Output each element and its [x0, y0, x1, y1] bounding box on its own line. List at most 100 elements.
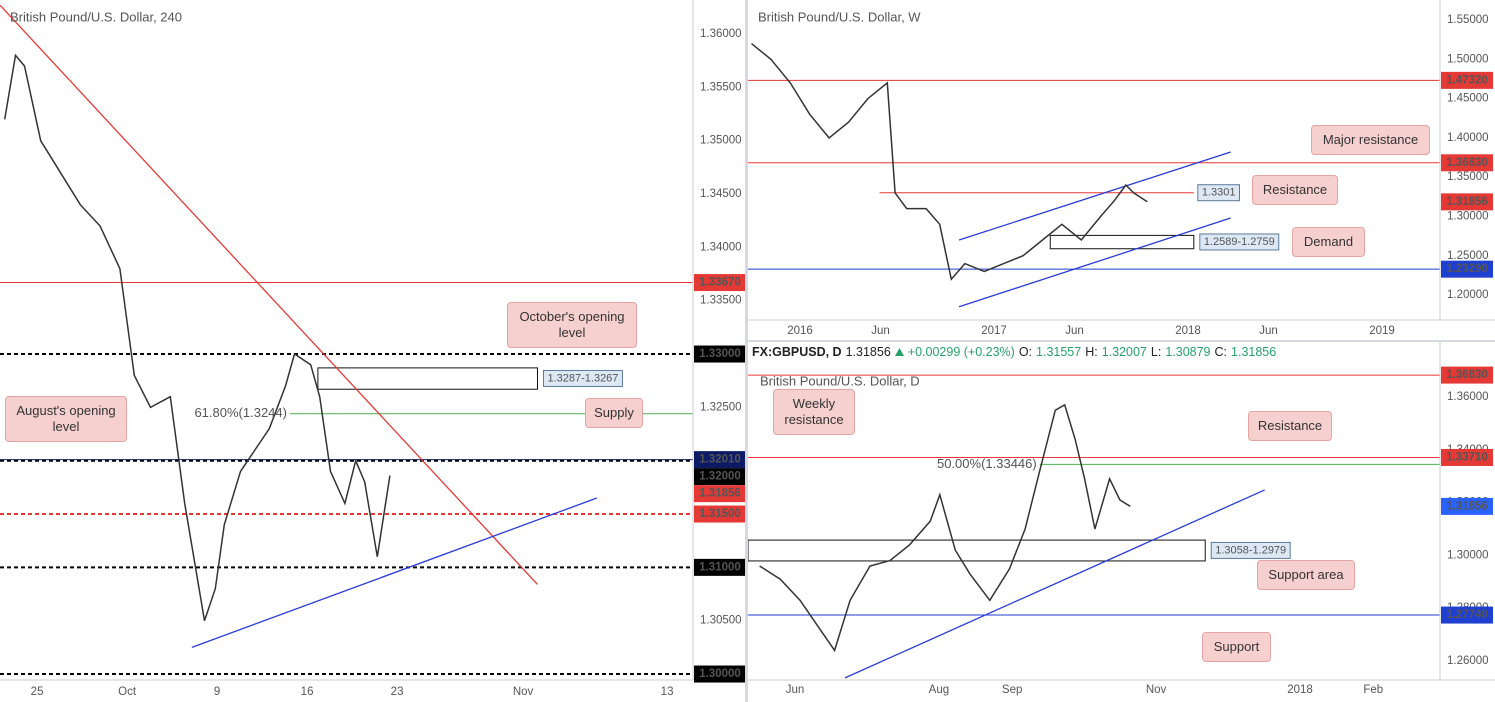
symbol: FX:GBPUSD, D [752, 345, 842, 359]
y-tick-label: 1.30000 [1447, 210, 1489, 222]
price-label-box [1441, 497, 1493, 515]
price-label: 1.30000 [699, 668, 741, 680]
level-tag: 61.80%(1.3244) [194, 405, 287, 420]
zone [317, 367, 538, 390]
x-tick-label: Nov [1146, 684, 1167, 696]
price-label-box [694, 468, 745, 486]
x-tick-label: 23 [391, 686, 404, 698]
x-tick-label: 25 [31, 686, 44, 698]
price-label: 1.31000 [699, 561, 741, 573]
y-tick-label: 1.45000 [1447, 93, 1489, 105]
x-tick-label: 16 [301, 686, 314, 698]
price-label-box [694, 274, 745, 292]
callout: Weekly resistance [773, 389, 855, 435]
x-tick-label: 2016 [787, 325, 813, 337]
chart-daily: 1.260001.280001.300001.320001.340001.360… [748, 342, 1495, 702]
price-label: 1.47320 [1446, 74, 1488, 86]
price-label-box [1441, 448, 1493, 466]
y-tick-label: 1.30500 [700, 615, 742, 627]
y-tick-label: 1.35500 [700, 81, 742, 93]
price-label: 1.31856 [699, 488, 741, 500]
zone [1049, 234, 1195, 250]
price-label-box [694, 505, 745, 523]
price-label: 1.32000 [699, 471, 741, 483]
up-arrow [894, 348, 904, 356]
ohlc-value: 1.31856 [1231, 345, 1277, 359]
price-label-box [1441, 366, 1493, 384]
price-label-box [694, 665, 745, 683]
x-tick-label: 2017 [981, 325, 1007, 337]
price-label-box [1441, 260, 1493, 278]
price-label: 1.33710 [1446, 451, 1488, 463]
zone-label-box [542, 369, 623, 387]
x-tick-label: Oct [118, 686, 137, 698]
price-label: 1.33670 [699, 277, 741, 289]
x-tick-label: Sep [1002, 684, 1022, 696]
price-label-box [1441, 154, 1493, 172]
x-tick-label: 9 [214, 686, 220, 698]
ohlc-label: O: [1018, 345, 1033, 359]
y-tick-label: 1.40000 [1447, 132, 1489, 144]
price-label: 1.31856 [1446, 196, 1488, 208]
last-price: 1.31856 [845, 345, 891, 359]
trendline [0, 4, 538, 585]
y-tick-label: 1.26000 [1447, 655, 1489, 667]
price-label-box [694, 558, 745, 576]
plot-area [0, 4, 693, 676]
price-label-box [694, 485, 745, 503]
chart-weekly: 1.20000 1.25000 1.30000 1.35000 1.40000 1.450… [748, 0, 1495, 340]
x-tick-label: 13 [661, 686, 674, 698]
y-tick-label: 1.35000 [1447, 171, 1489, 183]
x-tick-label: Jun [871, 325, 890, 337]
y-tick-label: 1.34500 [700, 188, 742, 200]
price-label: 1.36830 [1446, 369, 1488, 381]
ohlc-value: 1.32007 [1101, 345, 1147, 359]
y-tick-label: 1.34000 [700, 241, 742, 253]
price-label-box [694, 345, 745, 363]
x-tick-label: Aug [929, 684, 949, 696]
price-label: 1.32010 [699, 454, 741, 466]
chart-title: British Pound/U.S. Dollar, 240 [10, 9, 182, 24]
y-tick-label: 1.25000 [1447, 250, 1489, 262]
x-tick-label: Jun [1259, 325, 1278, 337]
x-tick-label: Feb [1363, 684, 1383, 696]
callout: Support area [1257, 560, 1355, 590]
trendline [191, 497, 598, 648]
zone-label-box [1199, 233, 1280, 251]
zone-label: 1.2589-1.2759 [1204, 236, 1275, 248]
price-line [3, 53, 391, 621]
level-tag: 50.00%(1.33446) [937, 456, 1037, 471]
ohlc-label: H: [1085, 345, 1098, 359]
trendline [844, 489, 1265, 679]
callout: Major resistance [1311, 125, 1430, 155]
callout: Support [1202, 632, 1271, 662]
y-tick-label: 1.36000 [700, 28, 742, 40]
x-tick-label: 2018 [1175, 325, 1201, 337]
y-tick-label: 1.35000 [700, 135, 742, 147]
chart-title: British Pound/U.S. Dollar, W [758, 9, 921, 24]
y-tick-label: 1.20000 [1447, 289, 1489, 301]
plot-area [748, 374, 1440, 679]
y-tick-label: 1.50000 [1447, 53, 1489, 65]
chart-240: 1.30000 1.30500 1.31000 1.31500 1.32000 1.325… [0, 0, 745, 702]
zone-label-box [1210, 541, 1291, 559]
trendline [958, 151, 1231, 241]
chart-title: British Pound/U.S. Dollar, D [760, 373, 920, 388]
change: +0.00299 (+0.23%) [907, 345, 1015, 359]
x-tick-label: Jun [1065, 325, 1084, 337]
level-tag: 1.3301 [1202, 187, 1236, 199]
zone-label: 1.3058-1.2979 [1215, 544, 1286, 556]
ohlc-value: 1.31557 [1036, 345, 1082, 359]
callout: Supply [585, 398, 643, 428]
callout: August's opening level [5, 396, 127, 442]
price-label-box [694, 451, 745, 469]
price-label-box [1441, 71, 1493, 89]
callout: Demand [1292, 227, 1365, 257]
level-tag-box [1197, 184, 1240, 202]
price-line [759, 403, 1131, 653]
x-tick-label: Jun [786, 684, 805, 696]
price-label: 1.31856 [1446, 500, 1488, 512]
price-label: 1.23290 [1446, 263, 1488, 275]
price-label: 1.31500 [699, 508, 741, 520]
y-tick-label: 1.33500 [700, 295, 742, 307]
